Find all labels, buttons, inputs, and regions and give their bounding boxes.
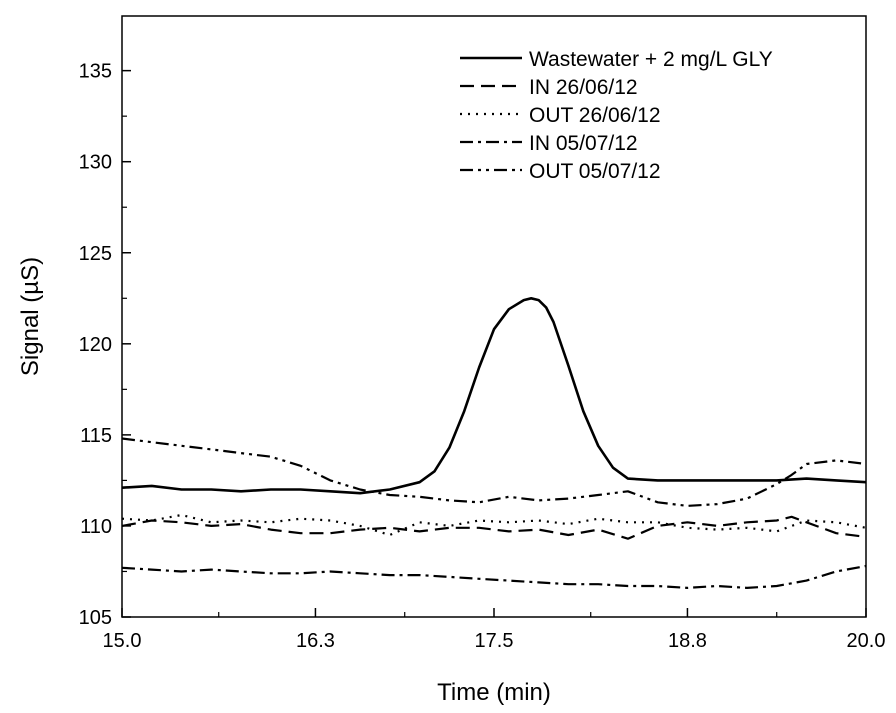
x-tick-label: 20.0 [847,630,886,652]
y-tick-label: 135 [79,61,112,83]
series-line-1 [121,296,867,495]
y-axis-title: Signal (µS) [17,257,44,376]
x-tick-label: 18.8 [668,630,707,652]
x-tick-label: 16.3 [296,630,335,652]
series-layer [121,296,867,590]
series-line-2 [121,515,867,540]
axis-ticks: 105 110 115 120 125 130 135 15.0 16.3 17.5 18.8 20.… [79,61,886,652]
x-tick-label: 15.0 [103,630,142,652]
legend: Wastewater + 2 mg/L GLY IN 26/06/12 OUT 26… [460,48,773,183]
x-axis-title: Time (min) [437,679,551,706]
plot-frame [121,15,867,618]
y-tick-label: 105 [79,607,112,629]
legend-label: IN 05/07/12 [529,132,638,155]
x-tick-label: 17.5 [475,630,514,652]
plot-area [121,15,867,618]
series-line-4 [121,564,867,590]
y-tick-label: 110 [80,516,112,538]
legend-label: IN 26/06/12 [529,76,638,99]
y-tick-label: 130 [79,152,112,174]
legend-label: OUT 26/06/12 [529,104,661,127]
legend-label: Wastewater + 2 mg/L GLY [529,48,773,71]
y-tick-label: 115 [80,425,112,447]
y-tick-label: 125 [79,243,112,265]
y-tick-label: 120 [79,334,112,356]
series-line-5 [121,437,867,507]
legend-label: OUT 05/07/12 [529,160,661,183]
